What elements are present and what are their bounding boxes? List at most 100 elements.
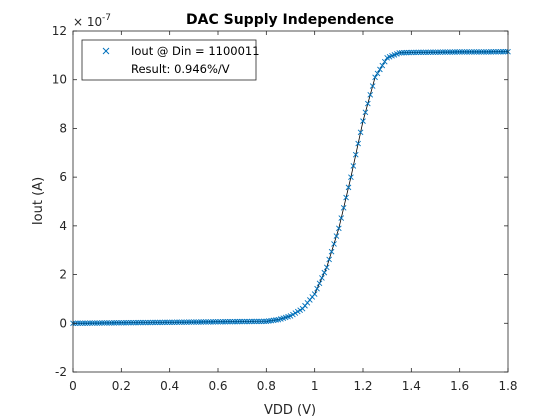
data-point-marker <box>222 318 229 325</box>
legend-entry: Iout @ Din = 1100011 <box>131 44 260 58</box>
data-point-marker <box>461 49 468 55</box>
data-point-marker <box>502 48 509 55</box>
chart-title: DAC Supply Independence <box>186 12 394 28</box>
y-tick-label: 0 <box>59 316 67 330</box>
data-point-marker <box>220 318 226 325</box>
data-point-marker <box>130 319 137 326</box>
data-point-marker <box>336 225 342 232</box>
data-point-marker <box>403 49 410 56</box>
data-point-marker <box>94 320 100 326</box>
data-point-marker <box>398 50 405 56</box>
data-point-marker <box>468 49 475 55</box>
data-point-marker <box>497 48 504 55</box>
data-point-marker <box>476 49 482 55</box>
data-point-marker <box>210 319 216 325</box>
data-point-marker <box>140 319 146 326</box>
data-point-marker <box>137 319 144 326</box>
data-point-marker <box>198 319 204 325</box>
data-point-marker <box>75 320 81 327</box>
data-point-marker <box>444 49 451 55</box>
legend-box <box>81 39 257 81</box>
data-point-marker <box>212 319 219 325</box>
x-tick-label: 1.8 <box>498 379 517 393</box>
x-tick-label: 0.4 <box>160 379 179 393</box>
data-point-marker <box>316 280 323 287</box>
x-axis-label: VDD (V) <box>264 403 316 418</box>
data-point-marker <box>326 256 332 263</box>
data-point-marker <box>166 319 173 326</box>
data-point-marker <box>227 318 233 325</box>
data-point-marker <box>360 118 366 124</box>
axes-box <box>72 30 509 373</box>
data-point-marker <box>169 319 175 326</box>
data-point-marker <box>217 318 224 325</box>
data-point-marker <box>352 151 359 158</box>
data-point-marker <box>442 49 448 55</box>
data-point-marker <box>425 49 432 56</box>
data-point-marker <box>224 318 231 325</box>
data-point-marker <box>241 318 248 325</box>
y-tick-label: 8 <box>59 121 67 135</box>
data-point-marker <box>408 49 415 56</box>
data-point-marker <box>96 320 103 326</box>
y-tick-label: -2 <box>55 365 67 379</box>
data-point-marker <box>323 264 330 271</box>
data-point-marker <box>106 320 113 326</box>
data-point-marker <box>79 320 86 327</box>
data-point-marker <box>239 318 245 325</box>
plot-area <box>73 31 508 372</box>
data-point-marker <box>116 320 122 326</box>
data-point-marker <box>485 49 492 55</box>
data-point-marker <box>152 319 158 326</box>
x-tick-label: 0.6 <box>208 379 227 393</box>
data-point-marker <box>120 319 127 326</box>
data-point-marker <box>418 49 424 56</box>
x-tick-label: 1 <box>311 379 319 393</box>
data-point-marker <box>340 205 347 211</box>
y-axis-label: Iout (A) <box>31 177 46 225</box>
data-point-marker <box>362 109 369 116</box>
data-point-marker <box>466 49 473 55</box>
data-point-marker <box>101 320 108 326</box>
data-point-marker <box>338 215 345 221</box>
y-exponent-base: × 10 <box>73 15 102 29</box>
data-point-marker <box>355 140 361 147</box>
data-point-marker <box>367 91 374 98</box>
data-point-marker <box>478 49 485 55</box>
data-point-marker <box>256 318 262 325</box>
data-point-marker <box>125 319 132 326</box>
data-point-marker <box>328 248 335 255</box>
data-point-marker <box>249 318 255 325</box>
data-point-marker <box>99 320 105 326</box>
data-point-marker <box>159 319 166 326</box>
data-point-marker <box>459 49 465 55</box>
y-tick-label: 4 <box>59 219 67 233</box>
data-point-marker <box>454 49 461 55</box>
data-point-marker <box>483 49 490 55</box>
data-point-marker <box>108 320 115 326</box>
data-point-marker <box>164 319 171 326</box>
data-point-marker <box>350 163 357 169</box>
data-point-marker <box>77 320 84 327</box>
data-point-marker <box>456 49 463 55</box>
data-point-marker <box>357 129 364 136</box>
data-point-marker <box>500 48 506 55</box>
data-point-marker <box>319 275 325 281</box>
data-point-marker <box>133 319 139 326</box>
data-point-marker <box>181 319 187 325</box>
data-point-marker <box>381 58 388 65</box>
data-point-marker <box>162 319 168 326</box>
data-point-marker <box>174 319 180 326</box>
data-point-marker <box>410 49 417 56</box>
data-point-marker <box>331 241 337 247</box>
data-point-marker <box>372 74 378 81</box>
data-point-marker <box>229 318 236 325</box>
data-point-marker <box>430 49 436 56</box>
legend-marker-icon <box>102 47 110 55</box>
data-point-marker <box>495 48 502 55</box>
data-point-marker <box>413 49 419 56</box>
data-point-marker <box>191 319 197 325</box>
data-point-marker <box>207 319 214 325</box>
data-point-marker <box>406 49 412 56</box>
data-point-marker <box>246 318 253 325</box>
